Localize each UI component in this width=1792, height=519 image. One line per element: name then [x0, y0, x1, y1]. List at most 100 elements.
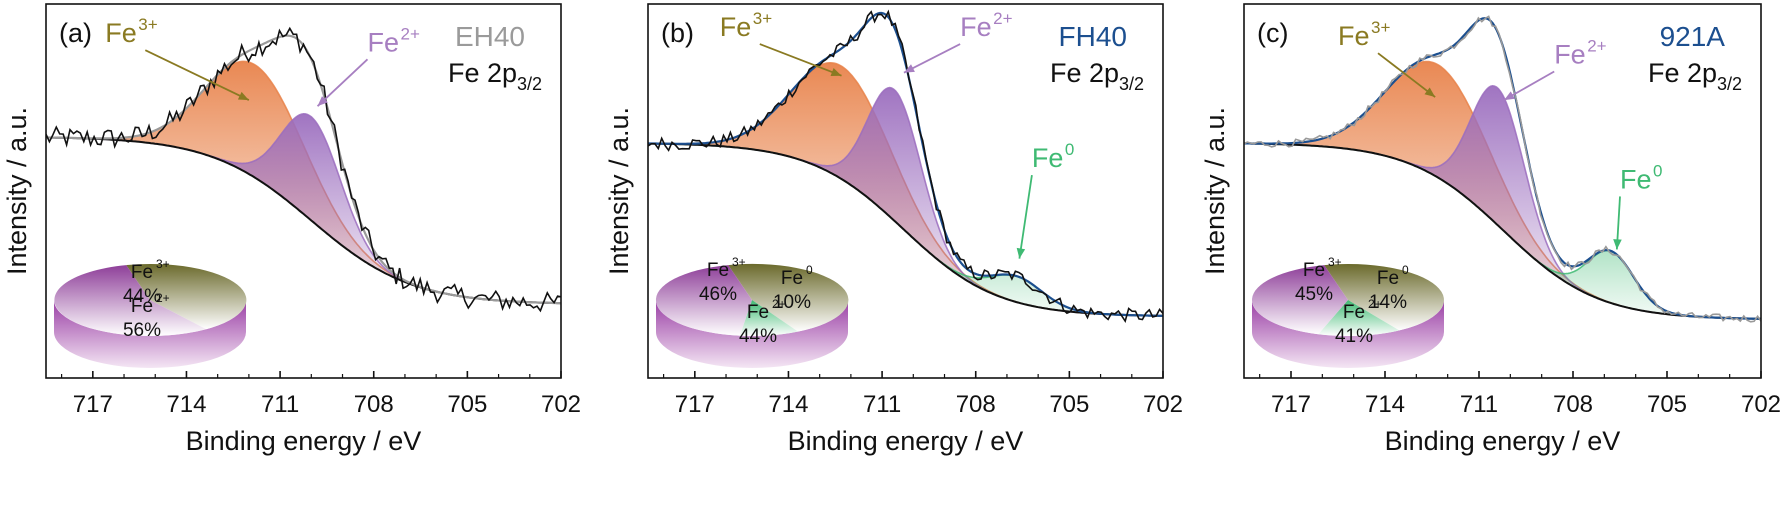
panel-a: 717 714 711 708 705 702 Binding energy / eV Int…	[2, 3, 581, 456]
peak-arrowhead-3+	[830, 68, 842, 77]
pie-slice-2+	[54, 265, 207, 336]
x-tick-label: 702	[1741, 391, 1781, 418]
peak-arrowhead-0	[1016, 247, 1026, 259]
pie-slice-3+	[728, 263, 849, 332]
pie-label-percent: 10%	[773, 292, 811, 313]
pie-inset: Fe 3+45%Fe 014%Fe 2+41%	[1251, 255, 1444, 368]
peak-arrow-3+	[759, 43, 842, 77]
peak-arrowhead-2+	[903, 64, 915, 73]
region-subscript: 3/2	[1119, 74, 1144, 94]
pie-label-percent: 56%	[123, 320, 161, 341]
peak-arrowhead-0	[1613, 239, 1622, 250]
axes-frame	[1243, 3, 1762, 379]
axes-frame	[647, 3, 1164, 379]
pie-slice-3+	[1324, 263, 1444, 331]
x-tick-label: 705	[1647, 391, 1687, 418]
pie-label-sup: 3+	[1328, 255, 1342, 269]
pie-slice-2+	[1251, 265, 1348, 335]
pie-label-percent: 41%	[1335, 326, 1373, 347]
region-subscript: 3/2	[517, 74, 542, 94]
pie-slice-3+	[126, 263, 247, 330]
region-subscript: 3/2	[1717, 74, 1742, 94]
pie-label-sup: 2+	[1368, 297, 1382, 311]
peak-arrow-2+	[316, 58, 369, 107]
pie-label-name: Fe	[131, 262, 153, 283]
peak-label-3+: Fe	[105, 18, 137, 48]
x-tick-label: 702	[541, 391, 581, 418]
experimental-data	[46, 26, 561, 313]
pie-label-name: Fe	[1343, 302, 1365, 323]
sample-label: 921A	[1660, 21, 1726, 52]
pie-label-name: Fe	[781, 268, 803, 289]
peak-label-sup-2+: 2+	[993, 9, 1012, 28]
x-tick-label: 705	[1049, 391, 1089, 418]
pie-label-percent: 46%	[699, 284, 737, 305]
pie-slice-0	[739, 300, 799, 336]
peak-arrow-0	[1018, 175, 1033, 259]
x-tick-label: 714	[166, 391, 206, 418]
plot-area	[648, 9, 1163, 324]
peak-label-sup-2+: 2+	[1587, 37, 1606, 56]
pie-side	[656, 300, 848, 368]
pie-label-name: Fe	[747, 302, 769, 323]
peak-label-2+: Fe	[1554, 40, 1586, 70]
x-tick-label: 717	[1271, 391, 1311, 418]
x-tick-label: 708	[354, 391, 394, 418]
x-tick-label: 714	[1365, 391, 1405, 418]
x-tick-label: 714	[768, 391, 808, 418]
pie-label-sup: 0	[1402, 263, 1409, 277]
pie-label-sup: 0	[806, 263, 813, 277]
peak-arrowhead-3+	[237, 91, 249, 101]
peak-arrowhead-2+	[317, 96, 328, 107]
peak-arrow-3+	[144, 49, 250, 101]
pie-inset: Fe 3+46%Fe 010%Fe 2+44%	[655, 255, 849, 368]
pie-label-percent: 14%	[1369, 292, 1407, 313]
panel-label: (a)	[59, 18, 92, 48]
pie-label-percent: 45%	[1295, 284, 1333, 305]
sample-label: FH40	[1059, 21, 1127, 52]
x-tick-label: 705	[447, 391, 487, 418]
peak-label-2+: Fe	[960, 12, 992, 42]
pie-slice-2+	[655, 265, 752, 336]
panel-c: 717 714 711 708 705 702 Binding energy / eV Int…	[1200, 3, 1781, 456]
peak-arrowhead-3+	[1424, 87, 1436, 98]
pie-label-name: Fe	[1377, 268, 1399, 289]
peak-label-sup-0: 0	[1065, 140, 1074, 159]
peak-fill-2+	[1244, 85, 1761, 319]
peak-label-sup-3+: 3+	[1371, 18, 1390, 37]
axes-frame	[45, 3, 562, 379]
peak-label-0: Fe	[1032, 143, 1064, 173]
x-tick-label: 711	[261, 391, 299, 418]
peak-label-sup-2+: 2+	[400, 24, 419, 43]
pie-side	[54, 300, 246, 368]
x-axis-label: Binding energy / eV	[788, 426, 1024, 456]
x-tick-label: 708	[1553, 391, 1593, 418]
pie-label-name: Fe	[131, 296, 153, 317]
region-label: Fe 2p	[448, 58, 517, 88]
pie-label-name: Fe	[707, 260, 729, 281]
experimental-data	[648, 9, 1163, 324]
x-tick-label: 717	[73, 391, 113, 418]
x-tick-label: 708	[956, 391, 996, 418]
pie-label-percent: 44%	[123, 286, 161, 307]
peak-label-3+: Fe	[1338, 21, 1370, 51]
x-tick-label: 702	[1143, 391, 1183, 418]
peak-label-2+: Fe	[367, 27, 399, 57]
background-line	[648, 142, 1163, 317]
x-axis-label: Binding energy / eV	[1385, 426, 1621, 456]
sample-label: EH40	[455, 21, 525, 52]
plot-area	[46, 26, 561, 313]
peak-label-sup-3+: 3+	[753, 9, 772, 28]
pie-inset: Fe 3+44%Fe 2+56%	[54, 257, 247, 368]
peak-arrowhead-2+	[1504, 91, 1515, 101]
pie-label-sup: 2+	[772, 297, 786, 311]
panel-label: (c)	[1257, 18, 1288, 48]
pie-label-sup: 2+	[156, 291, 170, 305]
y-axis-label: Intensity / a.u.	[1200, 107, 1230, 275]
pie-label-sup: 3+	[732, 255, 746, 269]
peak-arrow-3+	[1377, 52, 1436, 98]
x-tick-label: 711	[1460, 391, 1498, 418]
pie-side	[1252, 300, 1444, 368]
